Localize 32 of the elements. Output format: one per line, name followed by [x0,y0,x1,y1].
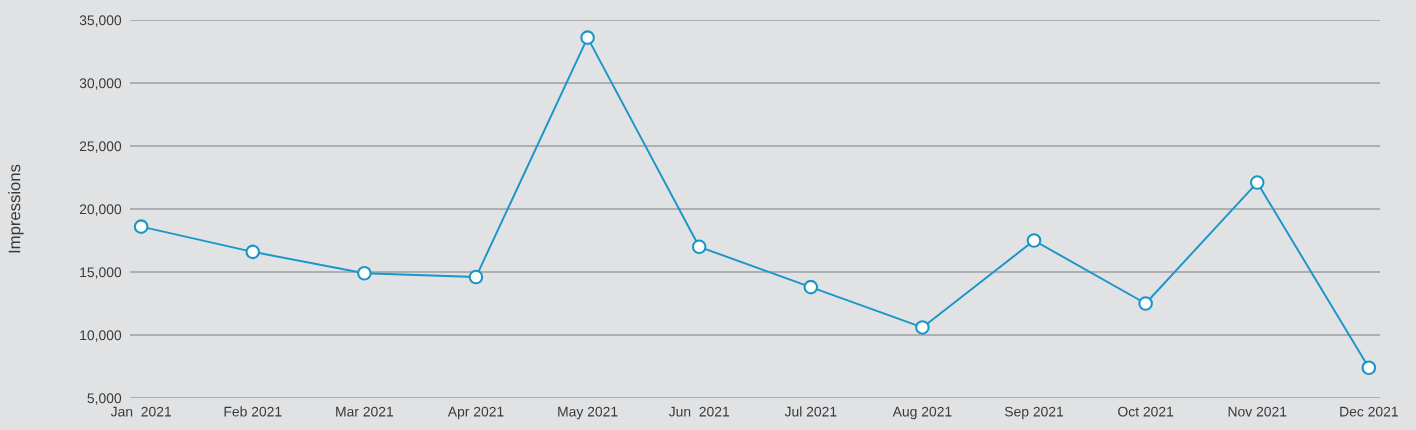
point [357,265,372,281]
x-tick-label: Mar 2021 [336,406,394,417]
x-tick-label: Sep 2021 [1004,406,1064,420]
y-tick-label: 15,000 [80,267,122,279]
x-tick-label: Jun 2021 [668,406,730,417]
point [915,320,930,335]
y-tick-label: 5,000 [87,393,122,405]
point [133,219,149,234]
x-tick-label: Nov 2021 [1228,406,1287,417]
y-tick-label: 20,000 [79,204,122,216]
x-tick-label: Jul 2021 [784,406,837,417]
point [1361,360,1377,376]
y-tick-label: 30,000 [79,78,122,90]
point [468,269,484,285]
x-tick-label: Feb 2021 [224,406,282,417]
point [245,244,261,260]
y-tick-label: 35,000 [79,15,122,27]
point [691,239,707,255]
y-tick-label: 25,000 [79,141,122,153]
point [803,279,819,295]
point [1249,175,1265,190]
x-tick-label: Apr 2021 [447,406,504,420]
x-tick-label: May 2021 [558,406,618,420]
x-tick-label: Jan 2021 [110,406,171,417]
point [1026,233,1042,248]
point [1138,296,1153,311]
x-tick-label: Dec 2021 [1340,406,1398,417]
point [580,30,595,45]
x-tick-label: Oct 2021 [1118,406,1174,417]
y-axis-title: Impressions [8,164,24,253]
x-tick-label: Aug 2021 [892,406,952,420]
y-tick-label: 10,000 [80,330,122,342]
